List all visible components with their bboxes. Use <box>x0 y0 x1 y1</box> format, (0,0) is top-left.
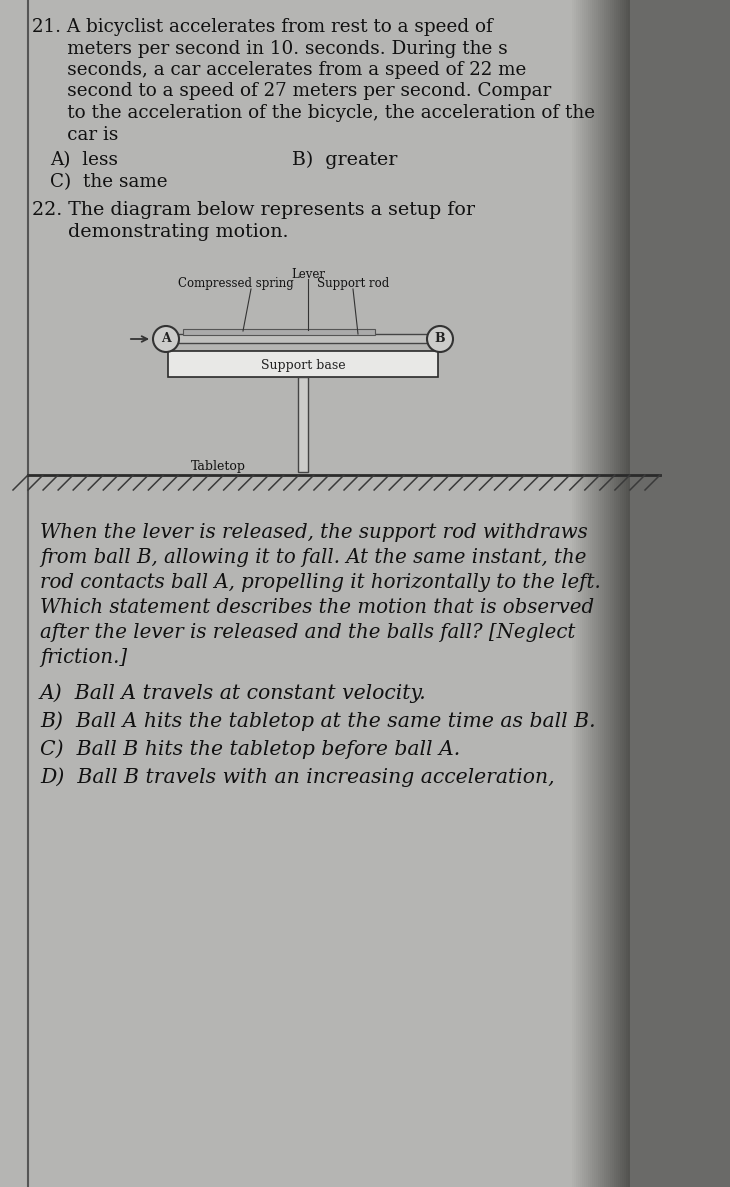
Text: car is: car is <box>32 126 118 144</box>
Text: meters per second in 10. seconds. During the s: meters per second in 10. seconds. During… <box>32 39 508 57</box>
Bar <box>183 329 375 335</box>
Text: second to a speed of 27 meters per second. Compar: second to a speed of 27 meters per secon… <box>32 83 551 101</box>
Text: A)  less: A) less <box>50 151 118 169</box>
Bar <box>178 334 430 343</box>
Bar <box>610 0 612 1187</box>
Text: D)  Ball B travels with an increasing acceleration,: D) Ball B travels with an increasing acc… <box>40 767 555 787</box>
Bar <box>622 0 624 1187</box>
Bar <box>594 0 596 1187</box>
Text: friction.]: friction.] <box>40 648 127 667</box>
Bar <box>616 0 618 1187</box>
Bar <box>574 0 576 1187</box>
Bar <box>298 377 308 472</box>
Bar <box>582 0 584 1187</box>
Bar <box>604 0 606 1187</box>
Bar <box>628 0 630 1187</box>
Bar <box>584 0 586 1187</box>
Bar <box>592 0 594 1187</box>
Bar <box>598 0 600 1187</box>
Bar <box>600 0 602 1187</box>
Bar <box>578 0 580 1187</box>
Bar <box>596 0 598 1187</box>
Text: C)  Ball B hits the tabletop before ball A.: C) Ball B hits the tabletop before ball … <box>40 740 460 758</box>
Text: 22. The diagram below represents a setup for: 22. The diagram below represents a setup… <box>32 201 475 218</box>
Text: Support rod: Support rod <box>317 277 389 290</box>
Bar <box>618 0 620 1187</box>
Bar <box>0 0 600 1187</box>
Text: A: A <box>161 332 171 345</box>
Bar <box>600 0 730 1187</box>
Bar <box>606 0 608 1187</box>
Bar <box>620 0 622 1187</box>
Text: When the lever is released, the support rod withdraws: When the lever is released, the support … <box>40 523 588 542</box>
Bar <box>570 0 572 1187</box>
Text: Lever: Lever <box>291 268 325 281</box>
Bar <box>602 0 604 1187</box>
Bar <box>588 0 590 1187</box>
Bar <box>614 0 616 1187</box>
Text: A)  Ball A travels at constant velocity.: A) Ball A travels at constant velocity. <box>40 683 427 703</box>
Bar <box>624 0 626 1187</box>
Bar <box>572 0 574 1187</box>
Text: Which statement describes the motion that is observed: Which statement describes the motion tha… <box>40 598 594 617</box>
Text: C)  the same: C) the same <box>50 173 168 191</box>
Text: demonstrating motion.: demonstrating motion. <box>32 223 288 241</box>
Text: B)  Ball A hits the tabletop at the same time as ball B.: B) Ball A hits the tabletop at the same … <box>40 711 596 731</box>
Text: from ball B, allowing it to fall. At the same instant, the: from ball B, allowing it to fall. At the… <box>40 548 586 567</box>
Circle shape <box>153 326 179 353</box>
Text: Support base: Support base <box>261 358 345 372</box>
Bar <box>590 0 592 1187</box>
Bar <box>580 0 582 1187</box>
Bar <box>586 0 588 1187</box>
Bar <box>608 0 610 1187</box>
Text: Tabletop: Tabletop <box>191 461 245 472</box>
Text: after the lever is released and the balls fall? [Neglect: after the lever is released and the ball… <box>40 623 575 642</box>
Bar <box>576 0 578 1187</box>
Bar <box>626 0 628 1187</box>
Text: seconds, a car accelerates from a speed of 22 me: seconds, a car accelerates from a speed … <box>32 61 526 80</box>
Text: rod contacts ball A, propelling it horizontally to the left.: rod contacts ball A, propelling it horiz… <box>40 573 601 592</box>
Text: B: B <box>434 332 445 345</box>
Bar <box>612 0 614 1187</box>
Circle shape <box>427 326 453 353</box>
Bar <box>168 351 438 377</box>
Text: Compressed spring: Compressed spring <box>178 277 294 290</box>
Text: B)  greater: B) greater <box>292 151 397 170</box>
Text: to the acceleration of the bicycle, the acceleration of the: to the acceleration of the bicycle, the … <box>32 104 595 122</box>
Text: 21. A bicyclist accelerates from rest to a speed of: 21. A bicyclist accelerates from rest to… <box>32 18 493 36</box>
